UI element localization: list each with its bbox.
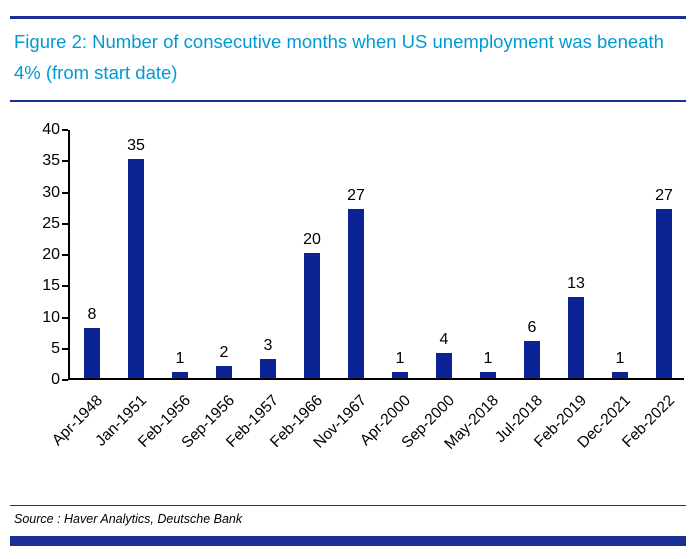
bar — [128, 159, 144, 378]
bar — [172, 371, 188, 378]
bar-value-label: 13 — [567, 274, 585, 292]
bar — [260, 359, 276, 378]
y-axis-tick-label: 20 — [42, 246, 60, 263]
y-axis-tick-label: 40 — [42, 121, 60, 138]
y-axis-tick-label: 35 — [42, 152, 60, 170]
bar — [436, 353, 452, 378]
bar — [216, 365, 232, 378]
y-axis-tick-label: 10 — [42, 308, 60, 326]
bar-value-label: 3 — [263, 337, 273, 355]
bar-value-label: 27 — [347, 187, 365, 205]
bar — [568, 296, 584, 378]
y-axis-tick-label: 25 — [42, 214, 60, 232]
title-divider — [10, 100, 686, 102]
source-note: Source : Haver Analytics, Deutsche Bank — [14, 512, 243, 526]
y-axis-tick-mark — [62, 254, 68, 256]
bar-value-label: 4 — [439, 331, 449, 348]
bar-value-label: 1 — [483, 349, 493, 367]
bar — [348, 209, 364, 378]
bar-value-label: 8 — [87, 306, 97, 323]
bar-value-label: 20 — [303, 231, 321, 248]
bar — [612, 371, 628, 378]
y-axis-tick-label: 0 — [51, 371, 60, 388]
bar-value-label: 1 — [395, 349, 405, 367]
bar-value-label: 2 — [219, 343, 229, 361]
bar-chart-plot-area: 0 5 10 15 20 25 30 35 40 8 Apr-1948 35 Jan-1951 1 Feb-… — [42, 121, 684, 453]
bar — [524, 340, 540, 378]
y-axis-tick-mark — [62, 316, 68, 319]
bar-value-label: 6 — [527, 318, 537, 336]
y-axis-tick-mark — [62, 379, 68, 381]
x-axis-tick-label: Feb-2022 — [619, 392, 679, 451]
y-axis-tick-mark — [62, 160, 68, 163]
y-axis-tick-mark — [62, 285, 68, 288]
y-axis-tick-label: 15 — [42, 277, 60, 295]
y-axis-tick-label: 30 — [42, 183, 60, 201]
y-axis-tick-mark — [62, 191, 68, 194]
bar — [84, 328, 100, 378]
bar — [656, 209, 672, 378]
bar-value-label: 27 — [655, 187, 673, 205]
y-axis-tick-label: 5 — [51, 339, 60, 357]
bar-value-label: 1 — [615, 349, 625, 367]
bar — [480, 371, 496, 378]
source-divider — [10, 505, 686, 506]
bar — [392, 371, 408, 378]
top-divider — [10, 16, 686, 19]
y-axis-tick-mark — [62, 129, 68, 131]
y-axis-tick-mark — [62, 222, 68, 225]
footer-bar — [10, 536, 686, 546]
bar — [304, 253, 320, 378]
bar-value-label: 1 — [175, 349, 185, 367]
y-axis-tick-mark — [62, 347, 68, 350]
figure-title: Figure 2: Number of consecutive months w… — [14, 31, 664, 83]
bar-value-label: 35 — [127, 137, 145, 155]
